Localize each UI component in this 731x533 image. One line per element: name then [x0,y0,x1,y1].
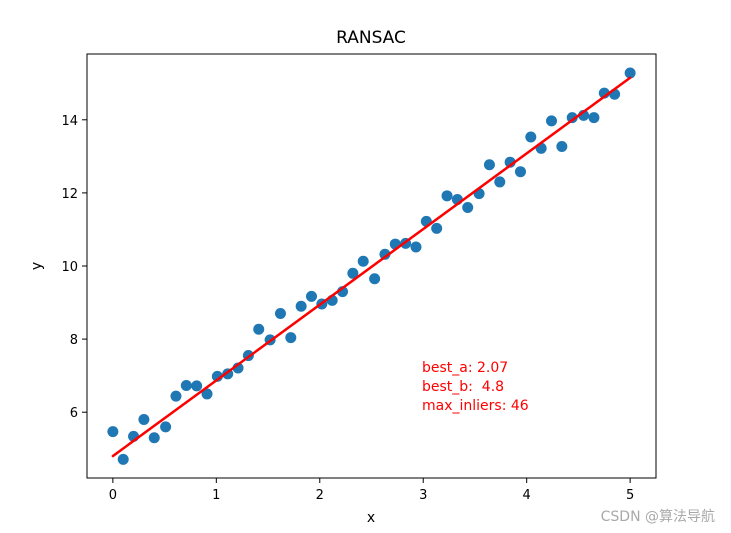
scatter-point [107,426,119,438]
scatter-point [285,332,297,344]
fit-line-series [111,76,632,458]
x-tick-label: 5 [626,488,634,503]
chart-title: RANSAC [336,28,406,48]
annotation-max-inliers: max_inliers: 46 [422,398,529,414]
y-tick-label: 10 [61,260,78,275]
scatter-point [170,390,182,402]
scatter-point [357,255,369,267]
scatter-point [483,159,495,171]
scatter-point [588,112,600,124]
scatter-point [253,323,265,335]
scatter-point [274,308,286,320]
scatter-point [305,290,317,302]
scatter-point [347,267,359,279]
scatter-point [462,202,474,214]
scatter-series [107,67,636,465]
x-tick-label: 2 [316,488,324,503]
scatter-point [494,176,506,188]
scatter-point [201,388,213,400]
y-tick-label: 14 [61,114,78,129]
x-tick-label: 3 [419,488,427,503]
scatter-point [514,166,526,178]
scatter-point [624,67,636,79]
scatter-point [148,432,160,444]
scatter-point [525,131,537,143]
scatter-point [369,273,381,285]
scatter-point [441,190,453,202]
fit-line [111,76,632,458]
y-tick-label: 8 [70,333,78,348]
annotation-best-b: best_b: 4.8 [422,379,504,395]
x-axis-ticks: 0 1 2 3 4 5 [109,478,634,503]
scatter-point [546,115,558,127]
scatter-point [431,222,443,234]
scatter-point [138,414,150,426]
scatter-point [556,140,568,152]
y-axis-ticks: 6 8 10 12 14 [61,114,87,421]
watermark: CSDN @算法导航 [601,509,715,525]
scatter-point [117,453,129,465]
x-tick-label: 4 [523,488,531,503]
scatter-point [180,380,192,392]
scatter-point [295,300,307,312]
scatter-point [410,241,422,253]
y-axis-label: y [29,262,45,270]
scatter-point [191,380,203,392]
x-axis-label: x [367,510,375,526]
annotation-best-a: best_a: 2.07 [422,360,508,376]
scatter-point [160,421,172,433]
x-tick-label: 0 [109,488,117,503]
scatter-point [566,112,578,124]
y-tick-label: 6 [70,406,78,421]
x-tick-label: 1 [212,488,220,503]
y-tick-label: 12 [61,187,78,202]
scatter-point [379,248,391,260]
